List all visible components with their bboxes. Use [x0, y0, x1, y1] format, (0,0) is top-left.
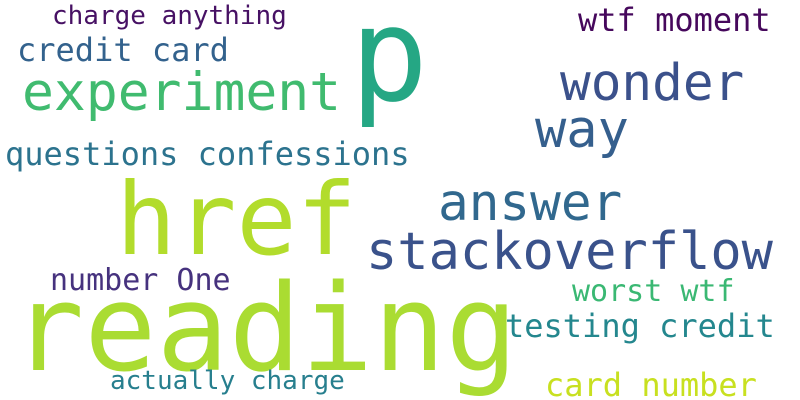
word-href: href: [116, 161, 357, 278]
word-worst-wtf: worst wtf: [572, 274, 735, 309]
word-stackoverflow: stackoverflow: [366, 222, 773, 282]
word-actually-charge: actually charge: [110, 366, 345, 396]
word-charge-anything: charge anything: [52, 1, 287, 31]
word-reading: reading: [12, 260, 518, 399]
word-answer: answer: [438, 174, 623, 233]
word-wonder: wonder: [560, 54, 745, 113]
word-number-one: number One: [50, 263, 231, 298]
word-wtf-moment: wtf moment: [578, 1, 771, 39]
word-credit-card: credit card: [17, 31, 229, 69]
word-way: way: [535, 100, 629, 160]
word-questions-confessions: questions confessions: [5, 135, 410, 173]
word-card-number: card number: [545, 366, 757, 400]
word-testing-credit: testing credit: [505, 307, 775, 345]
word-p: p: [350, 0, 429, 131]
word-experiment: experiment: [22, 62, 342, 123]
